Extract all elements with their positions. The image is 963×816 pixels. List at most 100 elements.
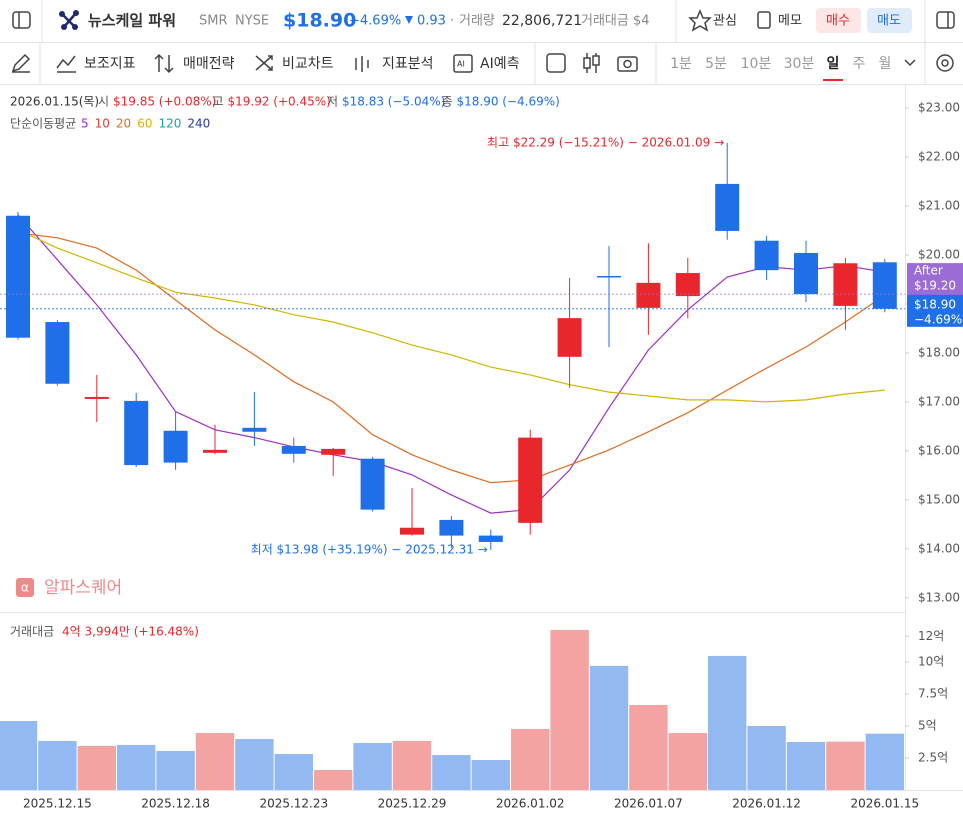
- camera-icon: [623, 59, 632, 69]
- watermark: α 알파스퀘어: [16, 578, 122, 598]
- analysis-icon[interactable]: [355, 56, 369, 72]
- interval-button[interactable]: 10분: [741, 56, 772, 72]
- candle-body: [360, 458, 385, 510]
- volume-bar: [314, 770, 353, 790]
- separator: ·: [450, 14, 454, 29]
- ohlc-date: 2026.01.15(목): [10, 95, 99, 109]
- interval-button[interactable]: 5분: [705, 56, 727, 72]
- memo-icon[interactable]: [757, 11, 771, 29]
- candle-body: [439, 519, 464, 536]
- settings-icon: [941, 59, 949, 67]
- high-annotation: 최고 $22.29 (−15.21%) − 2026.01.09 →: [487, 135, 724, 149]
- volume-bar: [589, 665, 629, 790]
- candle-body: [872, 262, 897, 309]
- side-panel-icon[interactable]: [936, 11, 955, 29]
- volume-bar: [38, 740, 77, 790]
- tool-button[interactable]: AI예측: [480, 56, 520, 72]
- ohlc-value: $19.85 (+0.08%): [113, 95, 216, 109]
- interval-button[interactable]: 일: [827, 56, 840, 72]
- interval-selected: [823, 79, 843, 81]
- candle-body: [597, 276, 621, 278]
- x-tick-label: 2025.12.15: [23, 797, 92, 811]
- compare-icon[interactable]: [255, 55, 273, 71]
- ohlc-value: $18.83 (−5.04%): [342, 95, 445, 109]
- tool-button[interactable]: 매매전략: [183, 56, 235, 72]
- watermark-text: 알파스퀘어: [44, 578, 122, 598]
- ma-line: [17, 229, 885, 403]
- tool-button[interactable]: 지표분석: [382, 56, 434, 72]
- candle-body: [715, 183, 740, 231]
- candle-body: [754, 240, 779, 271]
- stock-name: 뉴스케일 파워: [88, 12, 176, 30]
- volume-bar: [550, 629, 589, 790]
- panel-icon[interactable]: [12, 11, 31, 29]
- sell-button[interactable]: 매도: [877, 14, 901, 29]
- volume-bar: [235, 739, 274, 790]
- toolbar: AI: [11, 42, 954, 84]
- volume-bar: [865, 733, 904, 790]
- tool-button[interactable]: 보조지표: [84, 56, 136, 72]
- candle-body: [124, 400, 149, 466]
- tool-button[interactable]: 비교차트: [282, 56, 334, 72]
- candle-body: [794, 252, 818, 295]
- y-tick-label: $16.00: [918, 443, 960, 457]
- indicator-icon[interactable]: [56, 55, 76, 73]
- ma-legend-item: 10: [95, 117, 110, 131]
- volume-bar: [708, 655, 747, 790]
- logo: [59, 10, 79, 30]
- ticker: SMR: [199, 14, 228, 29]
- x-tick-label: 2026.01.15: [850, 797, 919, 811]
- ai-icon-text: AI: [457, 60, 465, 69]
- price-badge: [907, 263, 963, 296]
- volume: 22,806,721: [502, 13, 582, 29]
- y-tick-label: $22.00: [918, 149, 960, 163]
- y-tick-label: 10억: [918, 654, 944, 668]
- camera-icon[interactable]: [617, 56, 638, 72]
- sell-button-bg[interactable]: [867, 8, 912, 33]
- buy-button-bg[interactable]: [816, 8, 861, 33]
- interval-button[interactable]: 30분: [784, 56, 815, 72]
- volume-label: 거래량: [459, 14, 495, 29]
- memo-button[interactable]: 메모: [778, 14, 802, 29]
- price: $18.90: [283, 10, 356, 32]
- candle-body: [321, 448, 346, 455]
- price-badge: [907, 294, 963, 327]
- settings-icon[interactable]: [936, 54, 954, 72]
- y-tick-label: $23.00: [918, 101, 960, 115]
- y-tick-label: 2.5억: [918, 750, 948, 764]
- volume-bar: [629, 704, 668, 790]
- volume-bar: [668, 733, 707, 790]
- y-tick-label: $14.00: [918, 541, 960, 555]
- layout-icon[interactable]: [546, 53, 566, 73]
- down-arrow: [405, 16, 413, 24]
- y-tick-label: $21.00: [918, 198, 960, 212]
- watch-button[interactable]: 관심: [713, 14, 737, 29]
- candle-body: [163, 430, 188, 463]
- ma-title: 단순이동평균: [10, 117, 76, 131]
- ma-line: [17, 214, 885, 514]
- volume-bar: [274, 754, 313, 790]
- more-intervals[interactable]: [904, 59, 916, 67]
- change-pct: −4.69%: [349, 14, 401, 29]
- header: 뉴스케일 파워 SMR NYSE $18.90 −4.69% 0.93 · 거래…: [12, 0, 955, 42]
- candle-icon: [592, 55, 600, 66]
- ai-icon[interactable]: [453, 54, 473, 73]
- candle-body: [400, 527, 424, 535]
- buy-button[interactable]: 매수: [826, 14, 850, 29]
- y-tick-label: $15.00: [918, 492, 960, 506]
- x-tick-label: 2025.12.18: [141, 797, 210, 811]
- ma-legend-item: 5: [81, 117, 89, 131]
- y-tick-label: 12억: [918, 629, 944, 643]
- interval-button[interactable]: 주: [853, 56, 866, 72]
- volume-bar: [392, 740, 432, 790]
- draw-icon[interactable]: [11, 53, 31, 73]
- strategy-icon[interactable]: [154, 53, 174, 74]
- interval-button[interactable]: 월: [879, 56, 892, 72]
- volume-bar: [156, 750, 195, 790]
- star-icon[interactable]: [688, 9, 712, 32]
- interval-button[interactable]: 1분: [670, 56, 692, 72]
- exchange: NYSE: [235, 14, 269, 29]
- y-tick-label: $20.00: [918, 247, 960, 261]
